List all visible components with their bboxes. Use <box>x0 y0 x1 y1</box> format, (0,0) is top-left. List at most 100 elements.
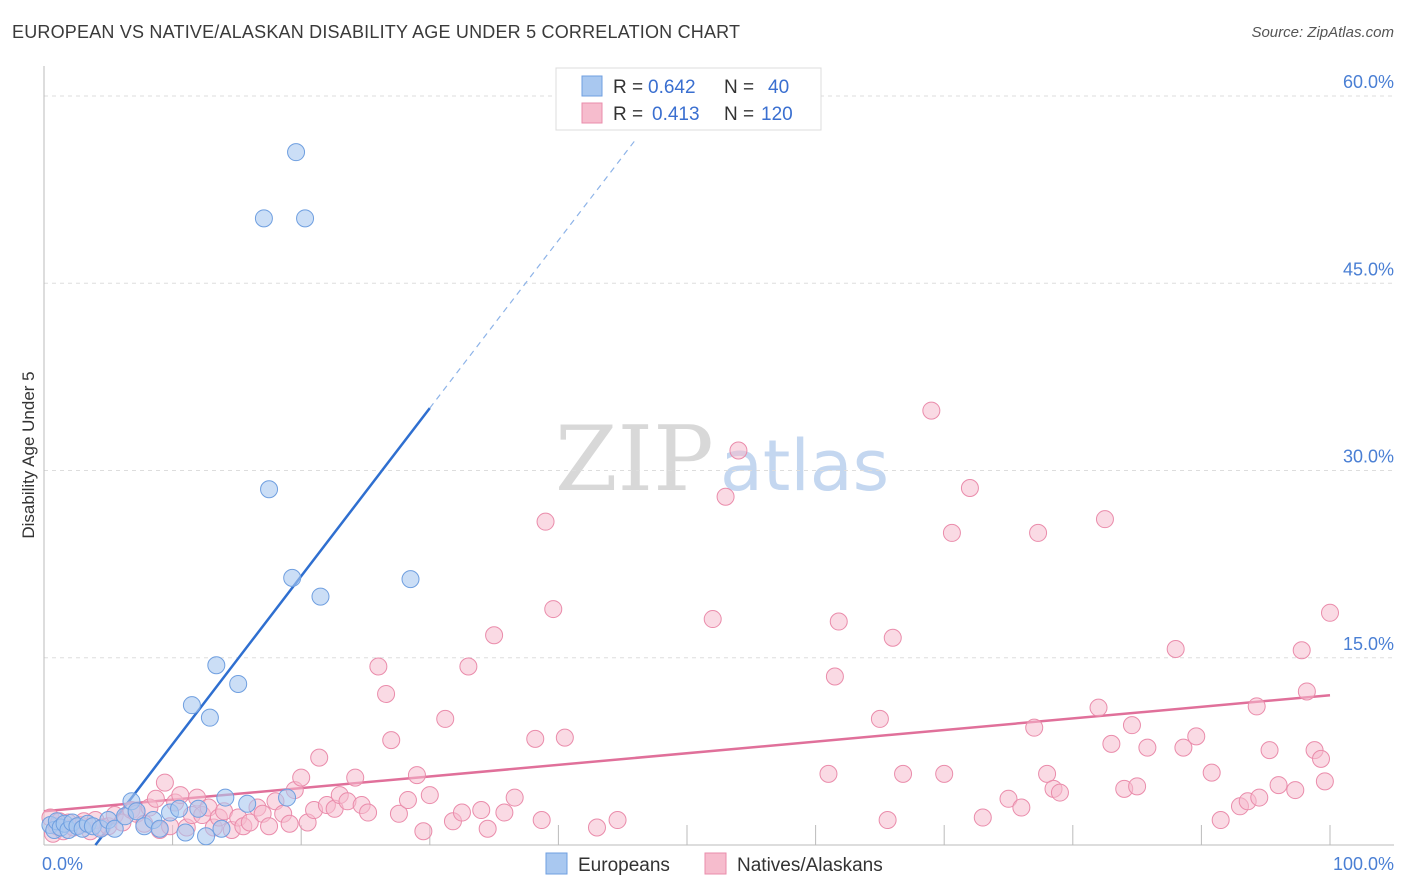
natives-point-54 <box>359 803 378 822</box>
europeans-point-23 <box>182 696 201 715</box>
natives-point-68 <box>478 819 497 838</box>
natives-point-92 <box>960 478 979 497</box>
europeans-point-24 <box>189 799 208 818</box>
natives-point-74 <box>536 512 555 531</box>
europeans-trendline <box>94 407 431 846</box>
natives-point-110 <box>1187 727 1206 746</box>
legend-n-label-europeans: N = <box>724 77 754 98</box>
x-tick-min: 0.0% <box>42 854 83 874</box>
natives-point-75 <box>544 600 563 619</box>
natives-point-65 <box>452 803 471 822</box>
x-tick-max: 100.0% <box>1333 854 1394 874</box>
natives-point-79 <box>703 610 722 629</box>
europeans-point-38 <box>311 587 330 606</box>
watermark-atlas: atlas <box>720 425 889 507</box>
europeans-point-19 <box>150 819 169 838</box>
europeans-point-34 <box>278 788 297 807</box>
natives-point-117 <box>1260 741 1279 760</box>
europeans-point-25 <box>197 827 216 846</box>
natives-point-115 <box>1247 697 1266 716</box>
natives-point-42 <box>280 814 299 833</box>
natives-point-105 <box>1122 716 1141 735</box>
europeans-point-33 <box>260 480 279 499</box>
natives-point-91 <box>942 523 961 542</box>
europeans-point-13 <box>105 819 124 838</box>
natives-point-39 <box>260 817 279 836</box>
europeans-point-27 <box>207 656 226 675</box>
europeans-trendline-group <box>94 139 637 846</box>
europeans-point-26 <box>200 708 219 727</box>
natives-point-70 <box>495 803 514 822</box>
natives-point-103 <box>1102 734 1121 753</box>
y-axis-label: Disability Age Under 5 <box>19 371 38 538</box>
natives-point-119 <box>1286 781 1305 800</box>
bottom-legend-swatch-europeans <box>545 852 568 875</box>
europeans-trendline-extension <box>429 139 637 409</box>
natives-point-116 <box>1250 788 1269 807</box>
natives-point-102 <box>1095 510 1114 529</box>
watermark-zip: ZIP <box>555 407 714 512</box>
bottom-legend-natives: Natives/Alaskans <box>737 855 883 876</box>
natives-point-19 <box>146 789 165 808</box>
legend-r-value-natives: 0.413 <box>652 104 700 125</box>
natives-trendline <box>43 693 1331 813</box>
bottom-legend: Europeans Natives/Alaskans <box>545 852 883 876</box>
natives-point-98 <box>1038 764 1057 783</box>
natives-point-72 <box>526 729 545 748</box>
legend-r-label-europeans: R = <box>613 77 643 98</box>
natives-point-60 <box>407 766 426 785</box>
natives-point-73 <box>532 811 551 830</box>
source-label: Source: ZipAtlas.com <box>1251 24 1394 41</box>
natives-point-81 <box>729 441 748 460</box>
natives-point-90 <box>935 764 954 783</box>
natives-point-118 <box>1269 776 1288 795</box>
europeans-point-28 <box>212 819 231 838</box>
natives-point-67 <box>472 801 491 820</box>
natives-point-47 <box>310 748 329 767</box>
europeans-point-29 <box>216 788 235 807</box>
natives-point-21 <box>155 773 174 792</box>
natives-point-96 <box>1025 718 1044 737</box>
natives-point-93 <box>973 808 992 827</box>
legend-r-value-europeans: 0.642 <box>648 77 696 98</box>
natives-point-87 <box>883 628 902 647</box>
natives-point-44 <box>292 768 311 787</box>
europeans-point-31 <box>238 794 257 813</box>
natives-point-86 <box>878 811 897 830</box>
natives-point-94 <box>999 789 1018 808</box>
natives-point-97 <box>1029 523 1048 542</box>
natives-point-95 <box>1012 798 1031 817</box>
natives-point-69 <box>485 626 504 645</box>
legend-n-value-europeans: 40 <box>768 77 789 98</box>
natives-point-59 <box>398 791 417 810</box>
natives-point-89 <box>922 401 941 420</box>
natives-point-125 <box>1321 603 1339 622</box>
natives-point-71 <box>505 788 524 807</box>
bottom-legend-swatch-natives <box>704 852 727 875</box>
legend: R = 0.642 N = 40 R = 0.413 N = 120 <box>555 67 822 131</box>
natives-point-107 <box>1138 738 1157 757</box>
natives-point-77 <box>587 818 606 837</box>
y-tick-label-60: 60.0% <box>1343 72 1394 92</box>
natives-point-57 <box>382 731 401 750</box>
legend-swatch-europeans <box>581 75 603 97</box>
y-tick-label-30: 30.0% <box>1343 447 1394 467</box>
natives-point-120 <box>1292 641 1311 660</box>
y-tick-labels: 15.0% 30.0% 45.0% 60.0% <box>1343 72 1394 654</box>
legend-n-value-natives: 120 <box>761 104 793 125</box>
natives-point-109 <box>1174 738 1193 757</box>
legend-swatch-natives <box>581 102 603 124</box>
natives-point-85 <box>870 709 889 728</box>
natives-point-106 <box>1128 777 1147 796</box>
natives-point-76 <box>555 728 574 747</box>
natives-point-124 <box>1315 772 1334 791</box>
natives-point-56 <box>377 684 396 703</box>
natives-point-63 <box>436 709 455 728</box>
legend-n-label-natives: N = <box>724 104 754 125</box>
europeans-point-32 <box>254 209 273 228</box>
natives-point-61 <box>414 822 433 841</box>
natives-point-66 <box>459 657 478 676</box>
natives-point-101 <box>1089 698 1108 717</box>
legend-r-label-natives: R = <box>613 104 643 125</box>
natives-point-100 <box>1050 783 1069 802</box>
